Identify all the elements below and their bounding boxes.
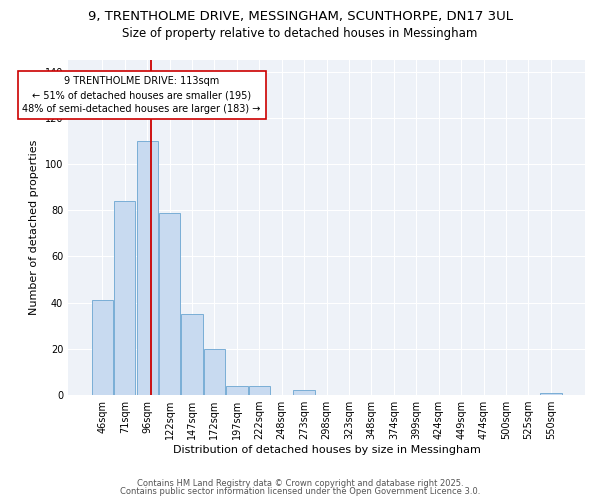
- Text: 9 TRENTHOLME DRIVE: 113sqm
← 51% of detached houses are smaller (195)
48% of sem: 9 TRENTHOLME DRIVE: 113sqm ← 51% of deta…: [22, 76, 261, 114]
- Bar: [248, 386, 270, 395]
- Bar: [159, 212, 180, 395]
- Text: Contains public sector information licensed under the Open Government Licence 3.: Contains public sector information licen…: [120, 487, 480, 496]
- Bar: [114, 201, 136, 395]
- Bar: [226, 386, 248, 395]
- Y-axis label: Number of detached properties: Number of detached properties: [29, 140, 39, 315]
- Text: Contains HM Land Registry data © Crown copyright and database right 2025.: Contains HM Land Registry data © Crown c…: [137, 478, 463, 488]
- Bar: [293, 390, 315, 395]
- Bar: [181, 314, 203, 395]
- Text: Size of property relative to detached houses in Messingham: Size of property relative to detached ho…: [122, 28, 478, 40]
- Bar: [540, 393, 562, 395]
- X-axis label: Distribution of detached houses by size in Messingham: Distribution of detached houses by size …: [173, 445, 481, 455]
- Bar: [204, 349, 225, 395]
- Bar: [92, 300, 113, 395]
- Bar: [137, 141, 158, 395]
- Text: 9, TRENTHOLME DRIVE, MESSINGHAM, SCUNTHORPE, DN17 3UL: 9, TRENTHOLME DRIVE, MESSINGHAM, SCUNTHO…: [88, 10, 512, 23]
